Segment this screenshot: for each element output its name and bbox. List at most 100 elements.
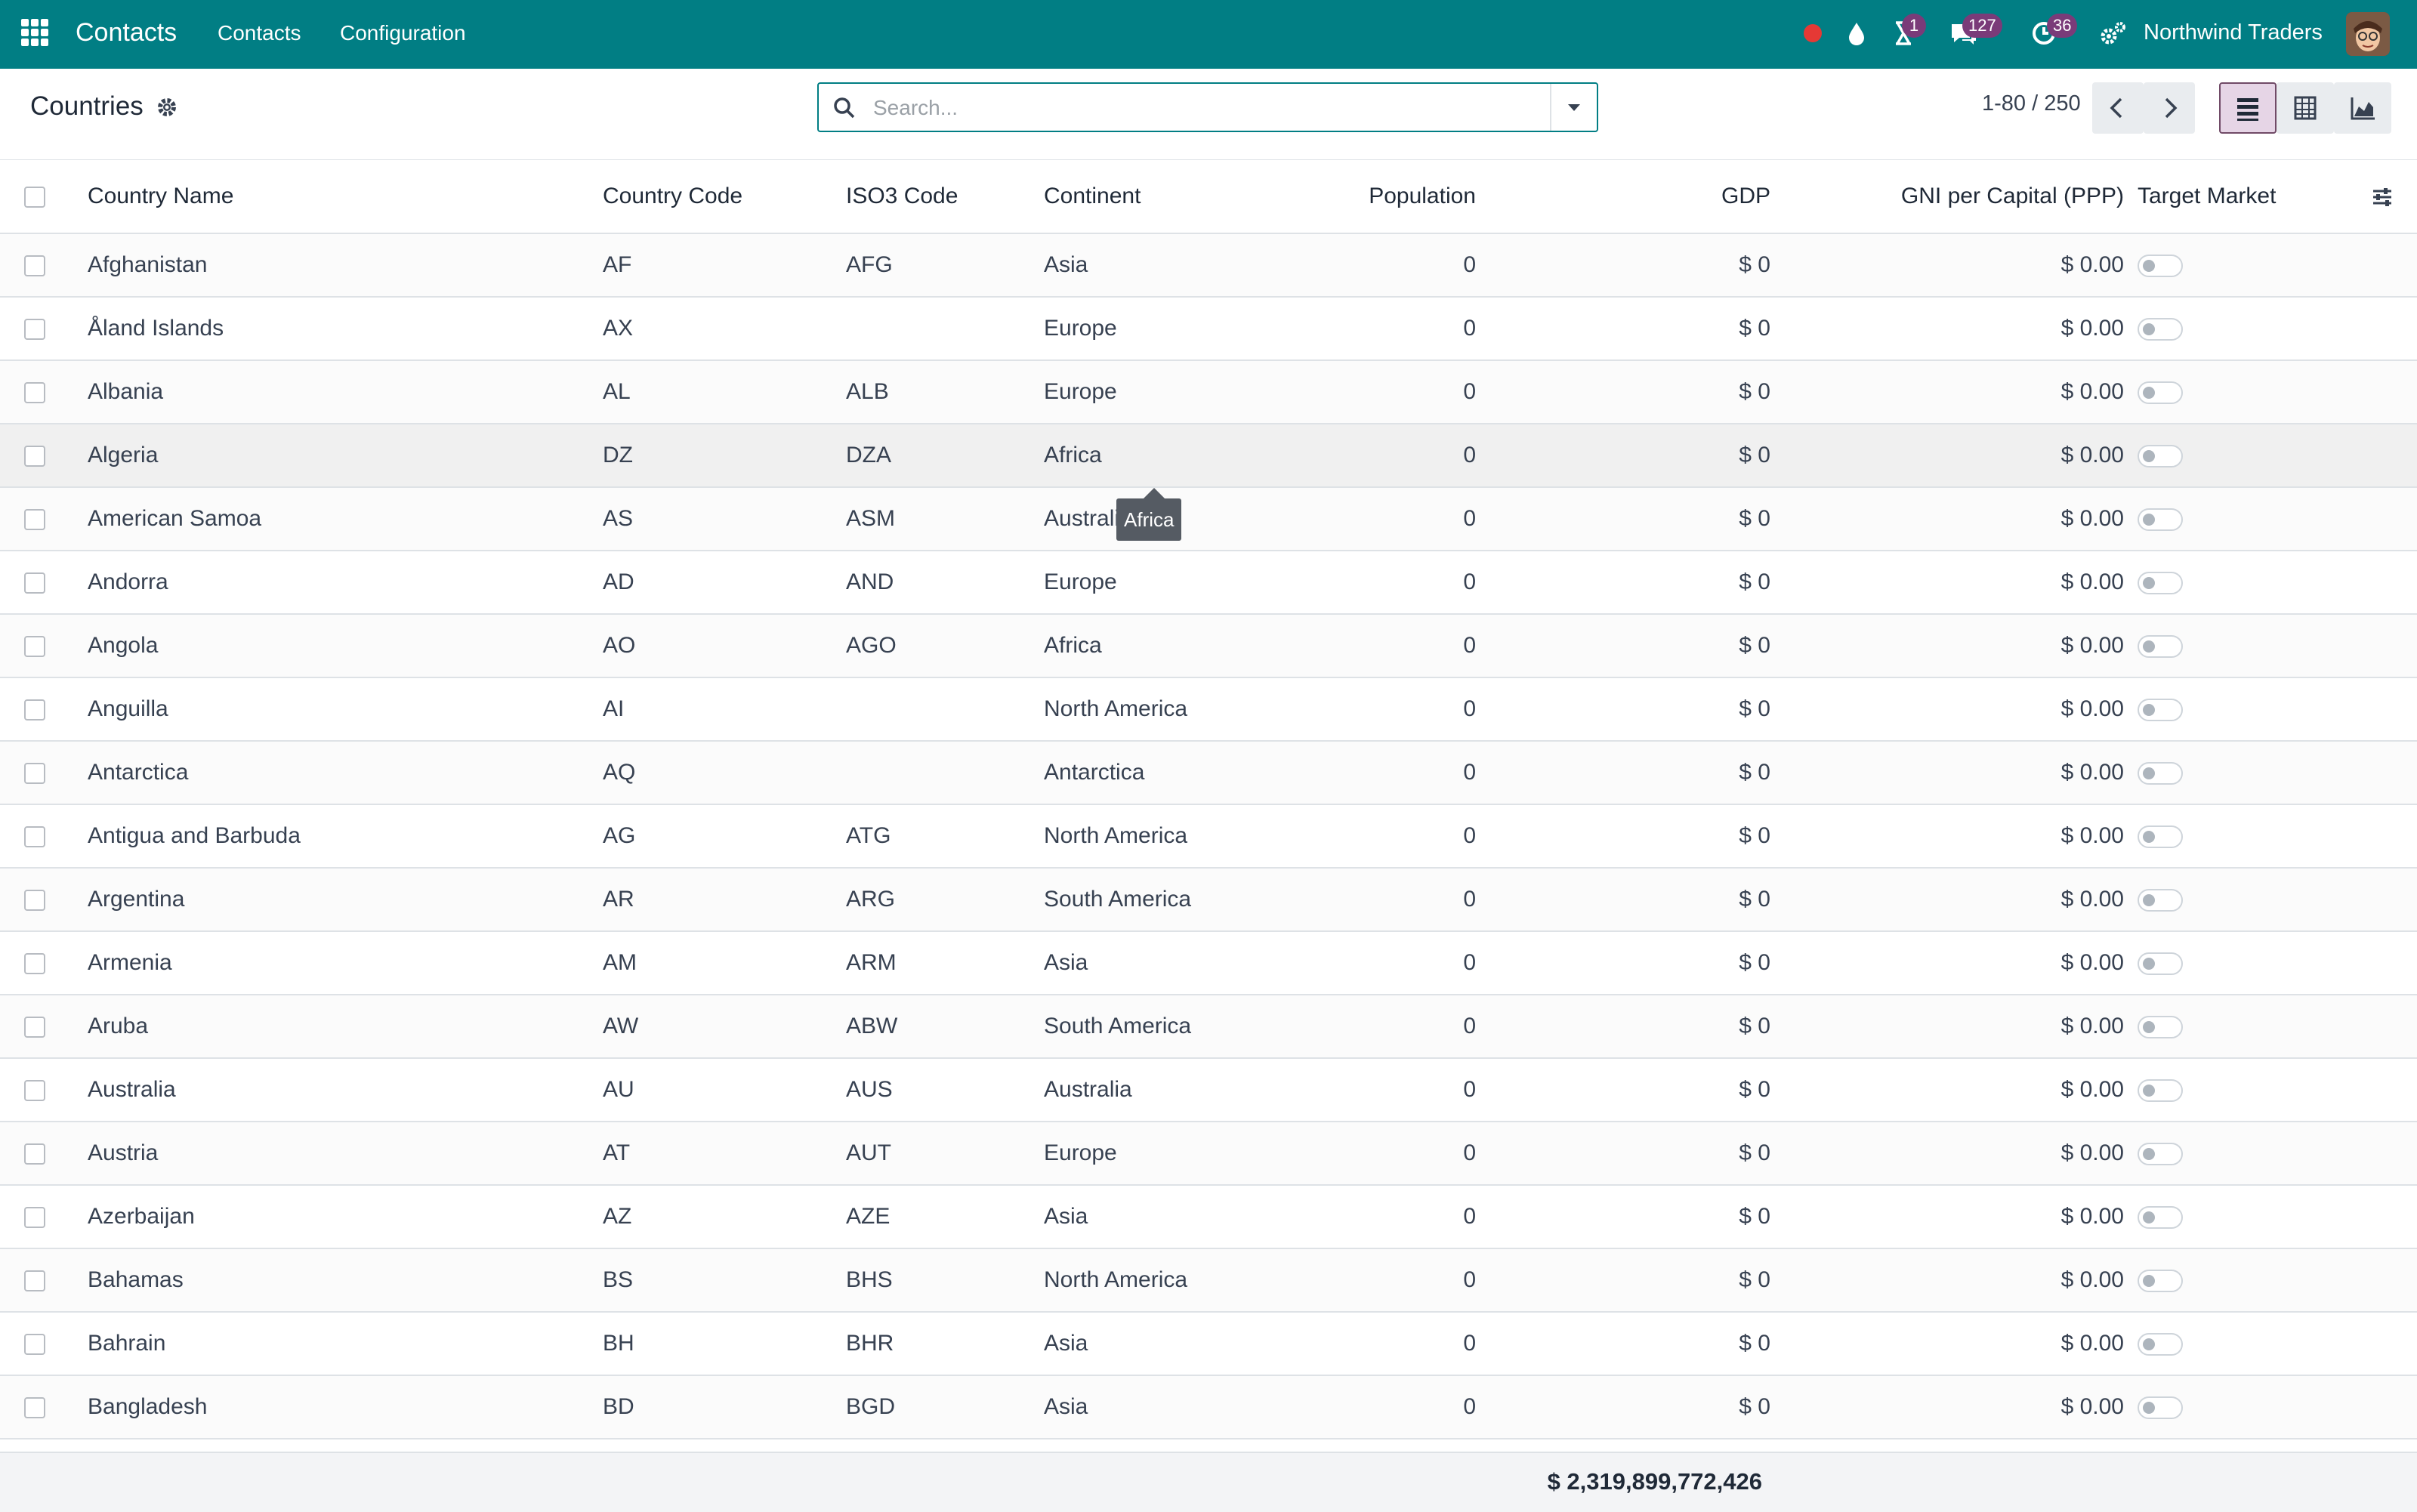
gni-cell[interactable]: $ 0.00 [1770, 297, 2124, 361]
country-name-cell[interactable]: Bangladesh [88, 1375, 603, 1439]
row-checkbox[interactable] [24, 636, 45, 658]
continent-cell[interactable]: Europe [1044, 551, 1263, 615]
target-market-toggle[interactable] [2138, 318, 2183, 341]
gni-cell[interactable]: $ 0.00 [1770, 1122, 2124, 1186]
iso3-code-cell[interactable]: BRB [846, 1439, 1044, 1452]
country-name-cell[interactable]: Angola [88, 614, 603, 678]
column-header-population[interactable]: Population [1263, 160, 1476, 234]
target-market-toggle[interactable] [2138, 952, 2183, 976]
column-header-gdp[interactable]: GDP [1476, 160, 1770, 234]
table-row[interactable]: American Samoa AS ASM Australia 0 $ 0 $ 0.00 [0, 487, 2417, 551]
country-name-cell[interactable]: Armenia [88, 931, 603, 995]
continent-cell[interactable]: North America [1044, 1439, 1263, 1452]
country-code-cell[interactable]: BS [603, 1248, 846, 1313]
row-checkbox[interactable] [24, 1207, 45, 1229]
country-code-cell[interactable]: AW [603, 995, 846, 1059]
population-cell[interactable]: 0 [1263, 233, 1476, 298]
population-cell[interactable]: 0 [1263, 424, 1476, 488]
population-cell[interactable]: 0 [1263, 995, 1476, 1059]
iso3-code-cell[interactable]: ARM [846, 931, 1044, 995]
menu-contacts[interactable]: Contacts [218, 21, 301, 45]
gdp-cell[interactable]: $ 0 [1476, 1439, 1770, 1452]
target-market-toggle[interactable] [2138, 762, 2183, 785]
target-market-toggle[interactable] [2138, 1206, 2183, 1230]
population-cell[interactable]: 0 [1263, 487, 1476, 551]
iso3-code-cell[interactable]: ABW [846, 995, 1044, 1059]
row-checkbox[interactable] [24, 890, 45, 912]
column-header-iso3-code[interactable]: ISO3 Code [846, 160, 1044, 234]
gni-cell[interactable]: $ 0.00 [1770, 804, 2124, 869]
row-checkbox[interactable] [24, 699, 45, 721]
country-name-cell[interactable]: Barbados [88, 1439, 603, 1452]
country-name-cell[interactable]: Albania [88, 360, 603, 424]
iso3-code-cell[interactable]: DZA [846, 424, 1044, 488]
gni-cell[interactable]: $ 0.00 [1770, 487, 2124, 551]
gni-cell[interactable]: $ 0.00 [1770, 868, 2124, 932]
search-options-toggle[interactable] [1550, 84, 1597, 131]
row-checkbox[interactable] [24, 1334, 45, 1356]
row-checkbox[interactable] [24, 1270, 45, 1292]
population-cell[interactable]: 0 [1263, 1248, 1476, 1313]
gni-cell[interactable]: $ 0.00 [1770, 677, 2124, 742]
continent-cell[interactable]: Asia [1044, 1185, 1263, 1249]
table-row[interactable]: Argentina AR ARG South America 0 $ 0 $ 0.00 [0, 868, 2417, 932]
gni-cell[interactable]: $ 0.00 [1770, 424, 2124, 488]
iso3-code-cell[interactable]: AUS [846, 1058, 1044, 1122]
country-name-cell[interactable]: Afghanistan [88, 233, 603, 298]
country-code-cell[interactable]: AX [603, 297, 846, 361]
population-cell[interactable]: 0 [1263, 1375, 1476, 1439]
country-code-cell[interactable]: BH [603, 1312, 846, 1376]
search-input[interactable] [872, 90, 1524, 126]
target-market-toggle[interactable] [2138, 889, 2183, 912]
gdp-cell[interactable]: $ 0 [1476, 1185, 1770, 1249]
row-checkbox[interactable] [24, 763, 45, 785]
select-all-checkbox[interactable] [24, 187, 45, 208]
row-checkbox[interactable] [24, 255, 45, 277]
country-code-cell[interactable]: AF [603, 233, 846, 298]
iso3-code-cell[interactable] [846, 297, 1044, 361]
row-checkbox[interactable] [24, 509, 45, 531]
pager-previous-button[interactable] [2092, 82, 2144, 134]
population-cell[interactable]: 0 [1263, 868, 1476, 932]
target-market-toggle[interactable] [2138, 699, 2183, 722]
country-code-cell[interactable]: AM [603, 931, 846, 995]
continent-cell[interactable]: Africa [1044, 614, 1263, 678]
country-code-cell[interactable]: AT [603, 1122, 846, 1186]
iso3-code-cell[interactable]: AGO [846, 614, 1044, 678]
pager-value[interactable]: 1-80 / 250 [1982, 91, 2081, 116]
table-row[interactable]: Antarctica AQ Antarctica 0 $ 0 $ 0.00 [0, 741, 2417, 805]
iso3-code-cell[interactable]: ARG [846, 868, 1044, 932]
target-market-toggle[interactable] [2138, 1016, 2183, 1039]
gni-cell[interactable]: $ 0.00 [1770, 551, 2124, 615]
target-market-toggle[interactable] [2138, 635, 2183, 659]
continent-cell[interactable]: Europe [1044, 297, 1263, 361]
gdp-cell[interactable]: $ 0 [1476, 1058, 1770, 1122]
table-row[interactable]: Anguilla AI North America 0 $ 0 $ 0.00 [0, 677, 2417, 742]
country-code-cell[interactable]: AR [603, 868, 846, 932]
continent-cell[interactable]: Asia [1044, 931, 1263, 995]
column-header-continent[interactable]: Continent [1044, 160, 1263, 234]
row-checkbox[interactable] [24, 826, 45, 848]
continent-cell[interactable]: North America [1044, 1248, 1263, 1313]
country-code-cell[interactable]: AG [603, 804, 846, 869]
gni-cell[interactable]: $ 0.00 [1770, 995, 2124, 1059]
population-cell[interactable]: 0 [1263, 551, 1476, 615]
country-name-cell[interactable]: Austria [88, 1122, 603, 1186]
iso3-code-cell[interactable]: AUT [846, 1122, 1044, 1186]
settings-gears-icon[interactable] [2097, 17, 2130, 50]
iso3-code-cell[interactable]: ATG [846, 804, 1044, 869]
table-row[interactable]: Andorra AD AND Europe 0 $ 0 $ 0.00 [0, 551, 2417, 615]
table-row[interactable]: Bangladesh BD BGD Asia 0 $ 0 $ 0.00 [0, 1375, 2417, 1439]
row-checkbox[interactable] [24, 1080, 45, 1102]
gdp-cell[interactable]: $ 0 [1476, 1312, 1770, 1376]
country-code-cell[interactable]: AL [603, 360, 846, 424]
user-avatar[interactable] [2346, 12, 2390, 56]
continent-cell[interactable]: South America [1044, 995, 1263, 1059]
table-row[interactable]: Bahrain BH BHR Asia 0 $ 0 $ 0.00 [0, 1312, 2417, 1376]
iso3-code-cell[interactable] [846, 741, 1044, 805]
list-view-button[interactable] [2219, 82, 2277, 134]
gdp-cell[interactable]: $ 0 [1476, 487, 1770, 551]
gear-icon[interactable] [156, 96, 178, 119]
column-header-country-code[interactable]: Country Code [603, 160, 846, 234]
